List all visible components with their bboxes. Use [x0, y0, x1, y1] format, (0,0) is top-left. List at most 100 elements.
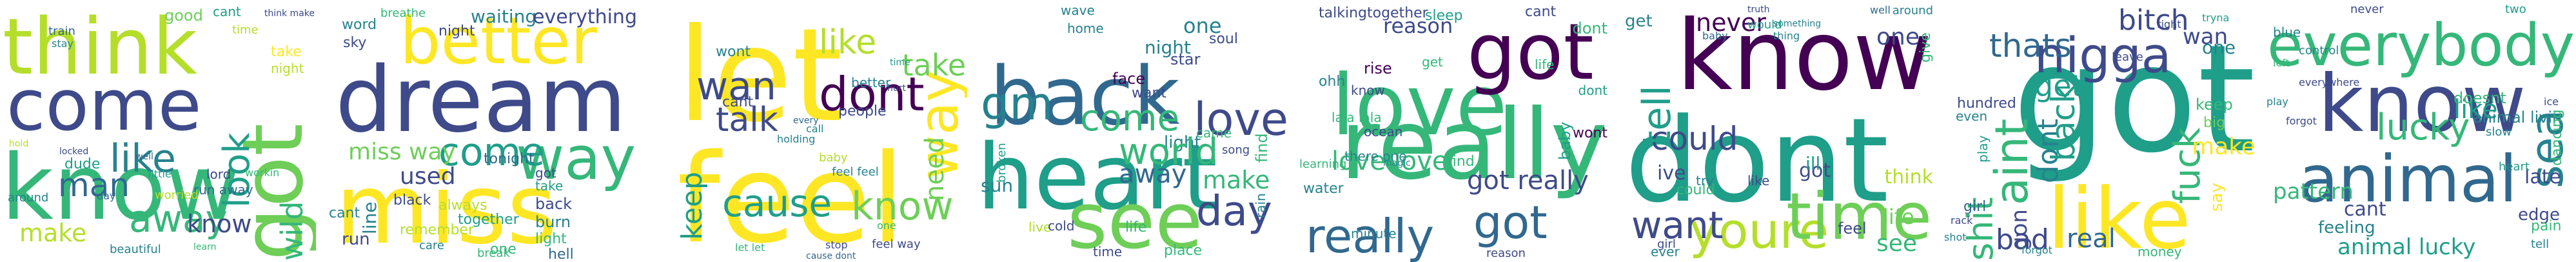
word-cloud-word: never — [2350, 3, 2384, 16]
word-cloud-word: broken — [995, 143, 1008, 183]
word-cloud-word: girl — [1963, 199, 1987, 215]
word-cloud-word: reason — [1486, 247, 1526, 260]
word-cloud-word: night — [271, 61, 304, 76]
word-cloud-word: light — [535, 231, 567, 247]
word-cloud-word: keep — [2196, 96, 2233, 114]
word-cloud-word: forgot — [2021, 244, 2052, 256]
word-cloud-word: wont — [1572, 125, 1608, 141]
word-cloud-word: one — [1183, 14, 1222, 38]
word-cloud-word: heart — [977, 125, 1218, 230]
word-cloud-word: thats — [1989, 27, 2072, 65]
word-cloud-word: break — [477, 247, 510, 260]
word-cloud-word: think — [1884, 166, 1934, 188]
word-cloud-word: find — [1448, 154, 1475, 170]
word-cloud-word: there one — [1344, 148, 1407, 164]
word-cloud-panel-1: think come know got man like look away make wild k… — [0, 0, 316, 262]
word-cloud-word: around — [8, 191, 49, 205]
word-cloud-word: song — [1222, 143, 1250, 157]
word-cloud-word: call — [806, 123, 824, 135]
word-cloud-word: say — [2207, 182, 2227, 212]
word-cloud-word: right — [2157, 18, 2181, 30]
word-cloud-word: would — [1747, 18, 1782, 32]
word-cloud-word: bad — [1996, 223, 2049, 256]
word-cloud-word: home — [1067, 21, 1104, 36]
word-cloud-word: time — [890, 57, 910, 68]
word-cloud-word: talkingtogether — [1319, 5, 1428, 21]
word-cloud-word: cold — [1048, 218, 1075, 234]
word-cloud-word: one — [2202, 37, 2236, 58]
word-cloud-word: love love — [1332, 146, 1448, 176]
word-cloud-word: black — [393, 192, 431, 208]
word-cloud-word: holding — [777, 133, 816, 145]
word-cloud-word: aint — [1985, 118, 2038, 205]
word-cloud-word: give — [1918, 32, 1934, 63]
word-cloud-word: rain — [1253, 193, 1268, 218]
word-cloud-word: feel way — [872, 237, 921, 251]
word-cloud-word: every — [793, 116, 819, 126]
word-cloud-word: better — [851, 75, 891, 90]
word-cloud-word: even — [1956, 108, 1988, 124]
word-cloud-word: love — [1332, 56, 1508, 154]
word-cloud-word: see — [1876, 230, 1918, 257]
word-cloud-word: like — [2047, 170, 2191, 262]
word-cloud-word: think — [3, 3, 197, 92]
word-cloud-word: ill — [1805, 153, 1821, 174]
word-cloud-word: know — [851, 184, 954, 229]
word-cloud-word: better — [400, 3, 598, 79]
word-cloud-word: well — [1870, 4, 1891, 16]
word-cloud-word: around — [1892, 4, 1933, 17]
word-cloud-panel-2: dream better miss way come used breathe night wa… — [322, 0, 638, 262]
word-cloud-word: know — [1, 136, 240, 241]
word-cloud-word: try — [1696, 173, 1714, 188]
word-cloud-panel-6: know dont youre time could ive tell get never one… — [1612, 0, 1934, 262]
word-cloud-word: baby — [1702, 30, 1728, 42]
word-cloud-word: waiting — [471, 6, 537, 27]
word-cloud-word: real — [2067, 224, 2116, 254]
word-cloud-word: life — [1535, 57, 1555, 72]
word-cloud-word: one — [1876, 24, 1920, 50]
word-cloud-word: two — [2505, 3, 2526, 16]
word-cloud-word: remember — [400, 222, 475, 238]
word-cloud-word: tryna — [2202, 12, 2230, 24]
word-cloud-word: rise — [1364, 59, 1392, 77]
word-cloud-word: well — [135, 152, 153, 162]
word-cloud-word: got — [1467, 8, 1594, 97]
word-cloud-word: wild — [275, 201, 310, 261]
word-cloud-word: soul — [1209, 31, 1238, 47]
word-cloud-word: forgot — [2286, 115, 2317, 127]
word-cloud-word: got — [2012, 14, 2256, 186]
word-cloud-word: cant — [329, 205, 360, 221]
word-cloud-word: cause — [722, 181, 832, 225]
word-cloud-word: want — [1631, 203, 1724, 247]
word-cloud-word: let — [677, 1, 843, 151]
word-cloud-word: tell — [2531, 237, 2550, 251]
word-cloud-word: take — [271, 44, 302, 60]
word-cloud-word: get — [2034, 68, 2083, 103]
word-cloud-word: feel — [1838, 219, 1867, 237]
word-cloud-word: control — [2299, 44, 2339, 57]
word-cloud-word: day — [1196, 188, 1272, 236]
word-cloud-word: doesnt — [2453, 89, 2506, 107]
word-cloud-word: water — [1303, 181, 1344, 197]
word-cloud-word: breathe — [380, 6, 426, 20]
word-cloud-word: know — [2318, 58, 2526, 150]
word-cloud-word: got — [1473, 196, 1548, 249]
word-cloud-word: good — [164, 6, 203, 25]
word-cloud-panel-5: love got really reason really got love love tal… — [1293, 0, 1609, 262]
word-cloud-word: girl — [1657, 237, 1676, 251]
word-cloud-word: keep — [676, 172, 709, 241]
word-cloud-word: away — [1119, 159, 1187, 189]
word-cloud-word: hold — [9, 139, 29, 149]
word-cloud-word: get — [1422, 54, 1443, 70]
word-cloud-word: ice — [2544, 96, 2559, 108]
word-cloud-word: got — [535, 165, 556, 181]
word-cloud-word: talk — [716, 101, 778, 139]
word-cloud-word: edge — [2518, 205, 2560, 225]
word-cloud-word: workin — [245, 166, 280, 179]
word-cloud-word: get — [1625, 12, 1653, 31]
word-cloud-word: slow — [2486, 125, 2512, 139]
word-cloud-word: know — [1351, 83, 1385, 98]
word-cloud-word: miss way — [348, 139, 456, 165]
word-cloud-word: animal lucky — [2337, 234, 2476, 260]
word-cloud-word: make — [19, 219, 87, 247]
